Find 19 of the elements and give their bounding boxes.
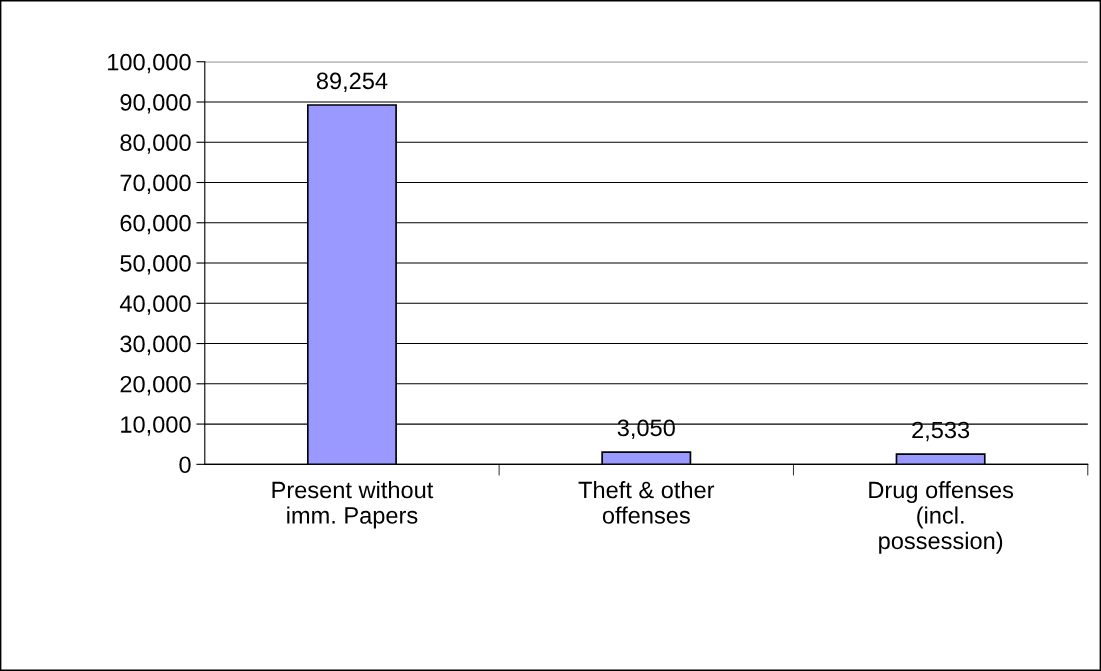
y-tick-label: 0 <box>179 456 191 474</box>
x-tick-label: Drug offenses (incl. possession) <box>869 481 1014 554</box>
text: 89,254 <box>316 72 388 93</box>
y-tick-label: 60,000 <box>120 214 191 235</box>
bar <box>895 453 986 465</box>
y-tick-label: 70,000 <box>120 174 191 195</box>
y-tick-label: 100,000 <box>108 53 191 74</box>
y-tick-label: 80,000 <box>120 134 191 154</box>
y-tick-label: 40,000 <box>119 295 191 315</box>
y-tick-label: 50,000 <box>120 255 191 275</box>
text: 3,050 <box>617 419 675 440</box>
text: 2,533 <box>912 421 970 442</box>
bar <box>601 451 692 465</box>
x-tick-label: Present without imm. Papers <box>272 481 434 529</box>
y-tick-label: 30,000 <box>120 335 191 356</box>
y-tick-label: 90,000 <box>120 94 191 114</box>
y-tick-label: 20,000 <box>120 375 191 396</box>
x-tick-label: Theft & other offenses <box>578 481 715 524</box>
y-tick-label: 10,000 <box>121 416 191 436</box>
